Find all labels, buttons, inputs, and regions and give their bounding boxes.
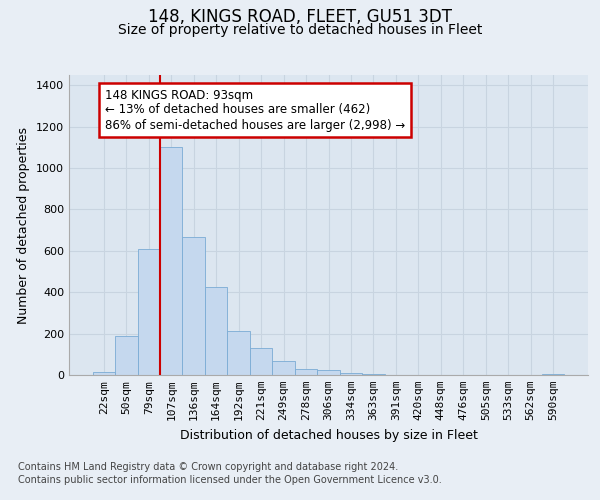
Bar bbox=[137, 249, 160, 375]
Bar bbox=[317, 370, 340, 375]
Text: Size of property relative to detached houses in Fleet: Size of property relative to detached ho… bbox=[118, 23, 482, 37]
Bar bbox=[542, 374, 565, 375]
Bar bbox=[182, 238, 205, 375]
Bar bbox=[340, 373, 362, 375]
Bar bbox=[272, 361, 295, 375]
Bar bbox=[92, 372, 115, 375]
Y-axis label: Number of detached properties: Number of detached properties bbox=[17, 126, 31, 324]
X-axis label: Distribution of detached houses by size in Fleet: Distribution of detached houses by size … bbox=[179, 428, 478, 442]
Bar bbox=[362, 374, 385, 375]
Text: 148, KINGS ROAD, FLEET, GU51 3DT: 148, KINGS ROAD, FLEET, GU51 3DT bbox=[148, 8, 452, 26]
Text: Contains HM Land Registry data © Crown copyright and database right 2024.: Contains HM Land Registry data © Crown c… bbox=[18, 462, 398, 472]
Bar bbox=[160, 148, 182, 375]
Bar bbox=[250, 348, 272, 375]
Text: 148 KINGS ROAD: 93sqm
← 13% of detached houses are smaller (462)
86% of semi-det: 148 KINGS ROAD: 93sqm ← 13% of detached … bbox=[106, 88, 406, 132]
Bar bbox=[295, 369, 317, 375]
Bar bbox=[205, 287, 227, 375]
Bar bbox=[227, 330, 250, 375]
Text: Contains public sector information licensed under the Open Government Licence v3: Contains public sector information licen… bbox=[18, 475, 442, 485]
Bar bbox=[115, 336, 137, 375]
